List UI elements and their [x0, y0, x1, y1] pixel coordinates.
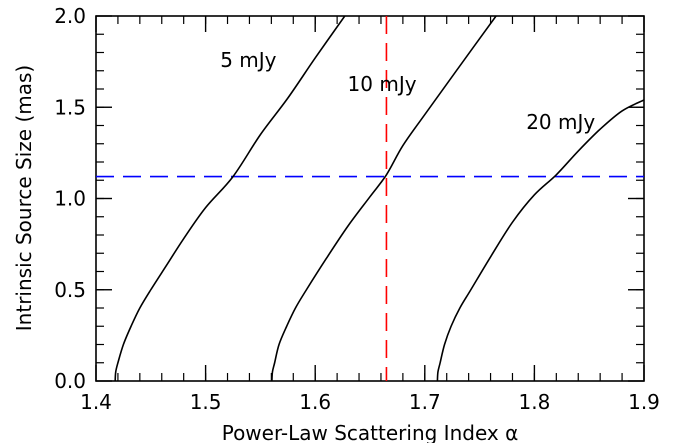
tick-labels: 1.4 1.5 1.6 1.7 1.8 1.9 0.0 0.5 1.0 1.5 2.0 [54, 4, 660, 414]
x-axis-title: Power-Law Scattering Index α [222, 421, 519, 443]
x-tick-label: 1.9 [628, 390, 660, 414]
curve-label: 10 mJy [348, 72, 417, 96]
reference-lines [96, 16, 644, 381]
curve-labels: 5 mJy 10 mJy 20 mJy [220, 48, 595, 134]
curves [115, 16, 644, 381]
series-line-10-mjy [272, 16, 496, 381]
y-tick-label: 1.0 [54, 187, 86, 211]
y-tick-label: 0.5 [54, 278, 86, 302]
curve-label: 20 mJy [526, 110, 595, 134]
plot-frame [96, 16, 644, 381]
y-tick-label: 2.0 [54, 4, 86, 28]
x-tick-label: 1.5 [190, 390, 222, 414]
x-tick-label: 1.7 [409, 390, 441, 414]
x-tick-label: 1.4 [80, 390, 112, 414]
y-tick-label: 1.5 [54, 95, 86, 119]
y-axis-title: Intrinsic Source Size (mas) [12, 65, 36, 331]
x-tick-label: 1.8 [518, 390, 550, 414]
x-tick-label: 1.6 [299, 390, 331, 414]
major-ticks [96, 16, 644, 381]
y-tick-label: 0.0 [54, 369, 86, 393]
minor-ticks [96, 16, 644, 381]
series-line-20-mjy [437, 100, 644, 381]
curve-label: 5 mJy [220, 48, 276, 72]
